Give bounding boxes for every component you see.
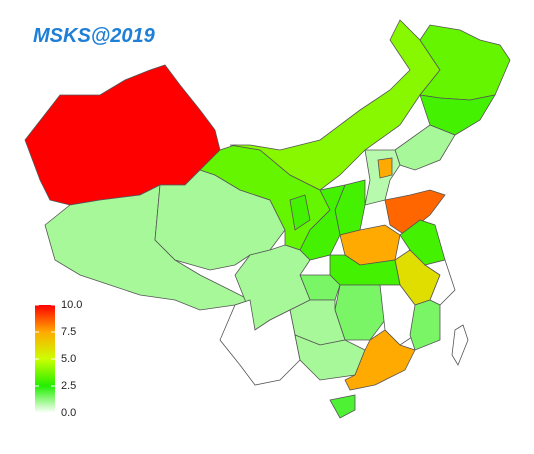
colorbar-label: 0.0	[61, 407, 76, 419]
colorbar	[35, 305, 55, 413]
region	[394, 124, 456, 171]
region	[451, 324, 469, 366]
region	[329, 394, 356, 419]
region	[409, 299, 441, 351]
colorbar-label: 5.0	[61, 353, 76, 365]
region	[344, 329, 416, 391]
colorbar-label: 2.5	[61, 380, 76, 392]
region	[289, 194, 311, 231]
region	[44, 184, 252, 311]
colorbar-label: 10.0	[61, 299, 82, 311]
region	[299, 184, 346, 261]
region	[384, 189, 446, 236]
region	[377, 157, 393, 179]
map-title: MSKS@2019	[33, 25, 156, 47]
colorbar-label: 7.5	[61, 326, 76, 338]
